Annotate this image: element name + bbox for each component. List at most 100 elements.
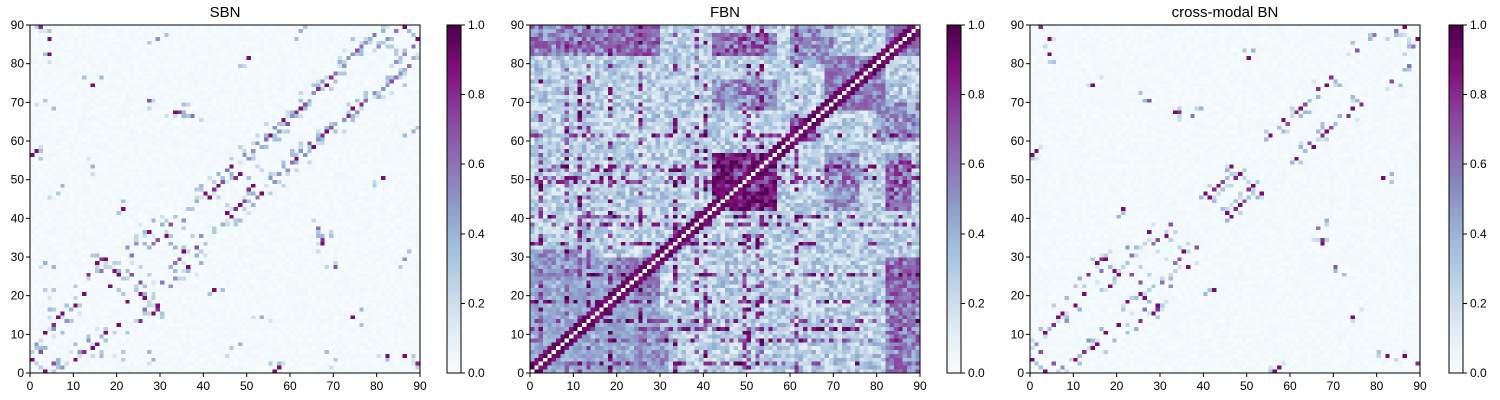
heatmap-cell [212,180,217,184]
heatmap-cell [30,334,35,338]
heatmap-cell [294,191,299,195]
heatmap-cell [320,327,325,331]
heatmap-cell [73,211,78,215]
heatmap-cell [208,238,213,242]
heatmap-cell [69,222,74,226]
heatmap-cell [286,191,291,195]
heatmap-cell [69,265,74,269]
heatmap-cell [303,176,308,180]
heatmap-cell [398,226,403,230]
heatmap-cell [333,160,338,164]
heatmap-cell [381,242,386,246]
heatmap-cell [169,358,174,362]
heatmap-cell [164,296,169,300]
heatmap-cell [377,211,382,215]
heatmap-cell [104,284,109,288]
heatmap-cell [30,195,35,199]
heatmap-cell [303,187,308,191]
heatmap-cell [394,354,399,358]
heatmap-cell [377,288,382,292]
heatmap-cell [65,323,70,327]
heatmap-cell [65,211,70,215]
heatmap-cell [78,288,83,292]
heatmap-cell [190,184,195,188]
heatmap-cell [281,218,286,222]
heatmap-cell [177,249,182,253]
heatmap-cell [95,327,100,331]
heatmap-cell [186,184,191,188]
heatmap-cell [112,311,117,315]
heatmap-cell [160,350,165,354]
heatmap-cell [65,214,70,218]
heatmap-cell [99,358,104,362]
heatmap-cell [134,280,139,284]
heatmap-cell [56,361,61,365]
heatmap-cell [346,311,351,315]
heatmap-cell [351,184,356,188]
heatmap-cell [143,238,148,242]
heatmap-cell [203,187,208,191]
heatmap-cell [299,276,304,280]
heatmap-cell [43,195,48,199]
heatmap-cell [30,261,35,265]
heatmap-cell [281,203,286,207]
heatmap-cell [234,296,239,300]
heatmap-cell [377,280,382,284]
heatmap-cell [182,199,187,203]
heatmap-cell [247,365,252,369]
heatmap-cell [299,180,304,184]
heatmap-cell [43,191,48,195]
heatmap-cell [229,207,234,211]
heatmap-cell [169,338,174,342]
heatmap-cell [125,365,130,369]
heatmap-cell [151,199,156,203]
heatmap-cell [234,222,239,226]
heatmap-cell [117,207,122,211]
heatmap-cell [286,238,291,242]
heatmap-cell [104,307,109,311]
heatmap-cell [407,288,412,292]
heatmap-cell [234,269,239,273]
heatmap-cell [177,257,182,261]
heatmap-cell [156,358,161,362]
heatmap-cell [268,365,273,369]
heatmap-cell [138,311,143,315]
heatmap-cell [320,269,325,273]
heatmap-cell [247,238,252,242]
heatmap-cell [281,315,286,319]
heatmap-cell [333,199,338,203]
heatmap-cell [195,292,200,296]
heatmap-cell [364,280,369,284]
heatmap-cell [190,346,195,350]
heatmap-cell [47,218,52,222]
heatmap-cell [225,242,230,246]
heatmap-cell [130,222,135,226]
heatmap-cell [333,245,338,249]
heatmap-cell [160,265,165,269]
heatmap-cell [47,292,52,296]
heatmap-cell [56,245,61,249]
heatmap-cell [151,307,156,311]
heatmap-cell [104,365,109,369]
heatmap-cell [134,296,139,300]
heatmap-cell [73,365,78,369]
heatmap-cell [73,269,78,273]
heatmap-cell [190,191,195,195]
heatmap-cell [307,160,312,164]
heatmap-cell [39,253,44,257]
heatmap-cell [255,319,260,323]
heatmap-cell [251,160,256,164]
heatmap-cell [290,319,295,323]
heatmap-cell [52,280,57,284]
heatmap-cell [277,218,282,222]
heatmap-cell [307,361,312,365]
heatmap-cell [121,303,126,307]
heatmap-cell [398,234,403,238]
heatmap-cell [247,284,252,288]
heatmap-cell [225,234,230,238]
heatmap-cell [34,230,39,234]
heatmap-cell [264,342,269,346]
heatmap-cell [160,230,165,234]
heatmap-cell [398,164,403,168]
heatmap-cell [112,168,117,172]
